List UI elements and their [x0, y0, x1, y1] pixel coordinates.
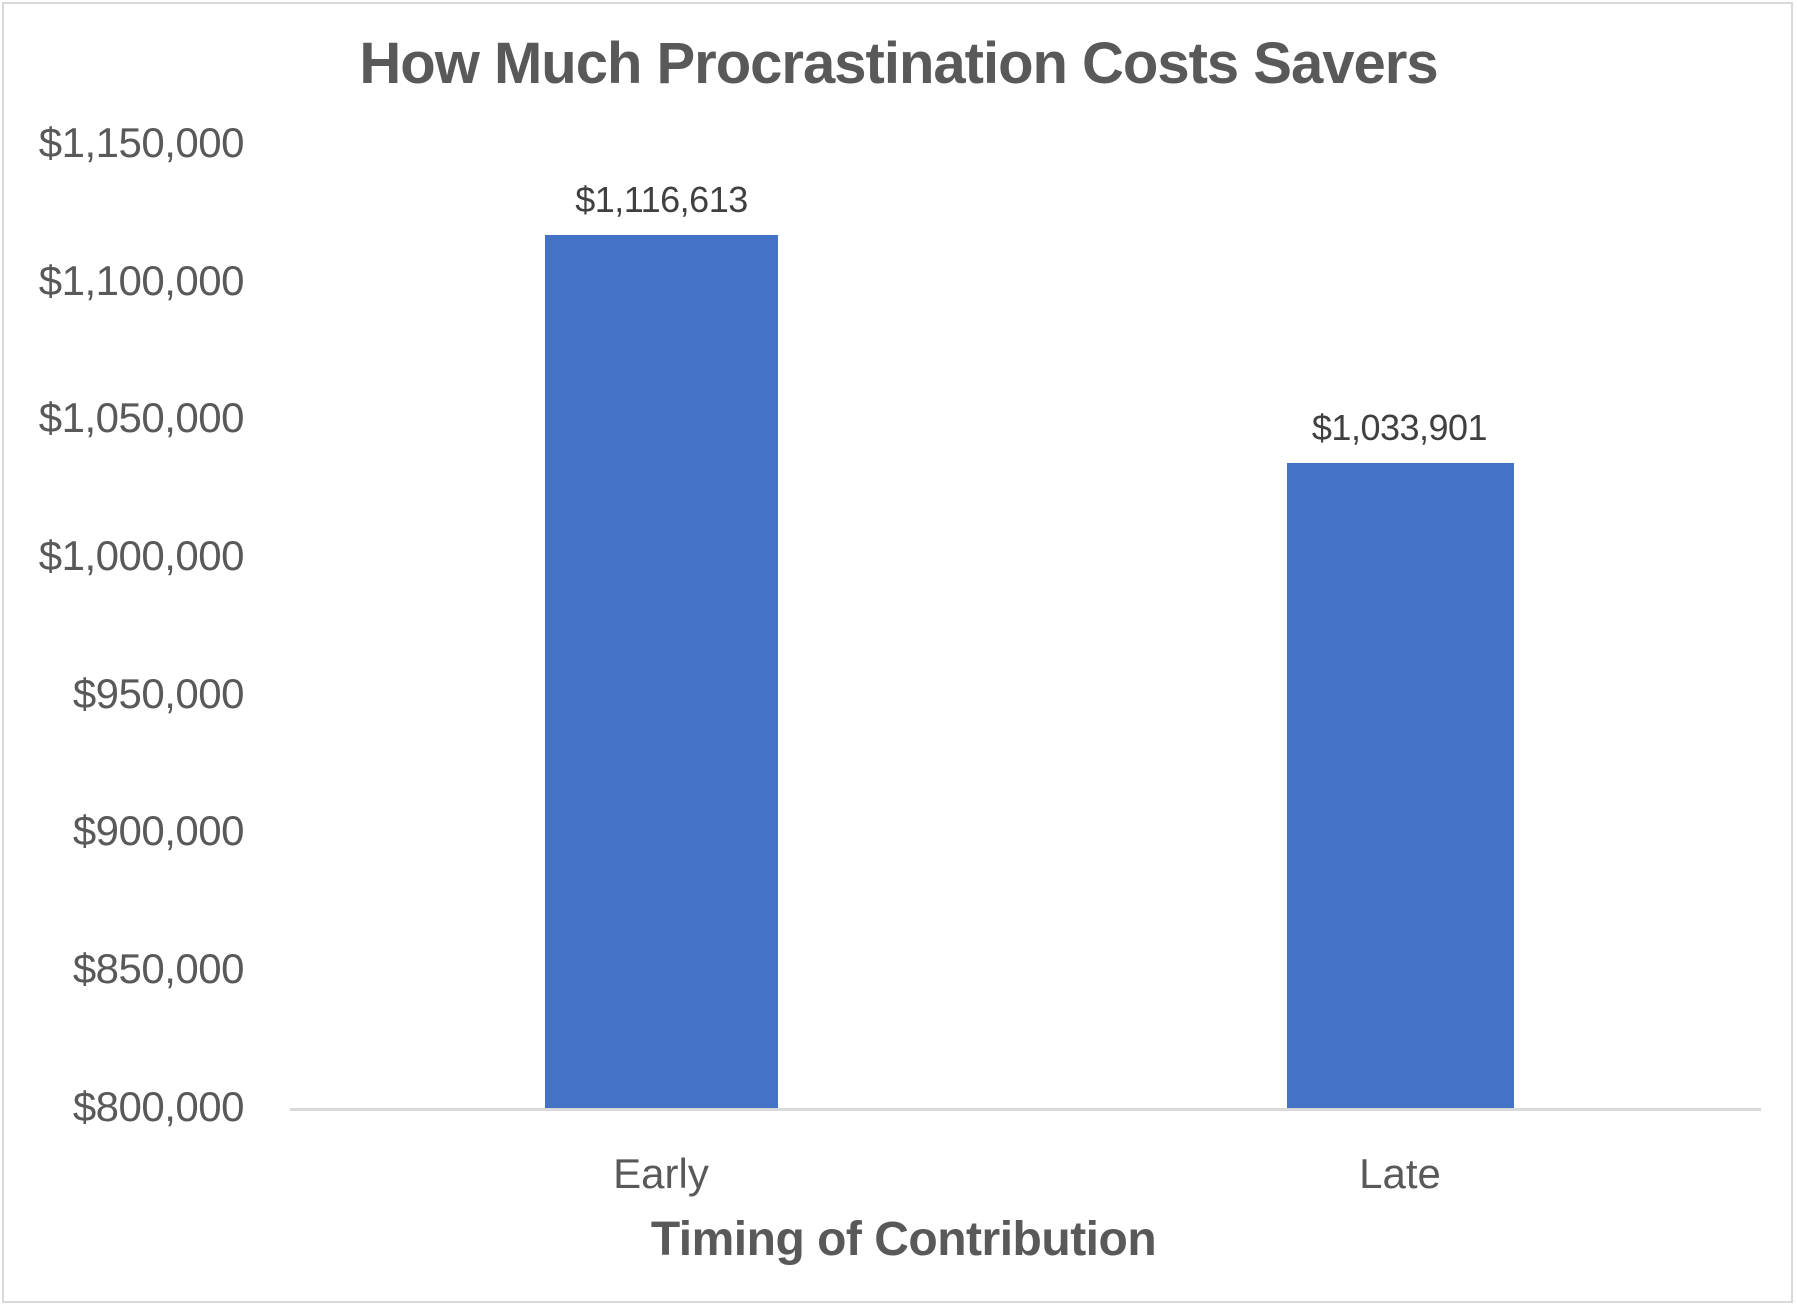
x-axis-line	[290, 1108, 1761, 1111]
y-tick-label: $1,000,000	[38, 532, 245, 579]
y-tick-label: $1,100,000	[38, 257, 245, 304]
x-tick-label-early: Early	[613, 1150, 709, 1197]
x-tick-label-late: Late	[1359, 1150, 1441, 1197]
bar-early[interactable]	[545, 235, 778, 1109]
x-axis-title: Timing of Contribution	[650, 1213, 1157, 1266]
y-tick-label: $800,000	[72, 1083, 245, 1130]
data-label-late: $1,033,901	[1311, 407, 1488, 448]
data-label-early: $1,116,613	[575, 179, 748, 220]
y-tick-label: $950,000	[72, 670, 245, 717]
y-tick-label: $1,150,000	[38, 119, 245, 166]
y-tick-label: $900,000	[72, 807, 245, 854]
y-tick-label: $850,000	[72, 945, 245, 992]
chart-title: How Much Procrastination Costs Savers	[359, 31, 1438, 96]
y-tick-label: $1,050,000	[38, 394, 245, 441]
bar-late[interactable]	[1287, 463, 1514, 1109]
